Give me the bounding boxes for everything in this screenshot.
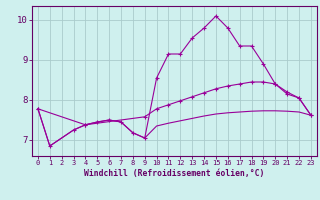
X-axis label: Windchill (Refroidissement éolien,°C): Windchill (Refroidissement éolien,°C): [84, 169, 265, 178]
